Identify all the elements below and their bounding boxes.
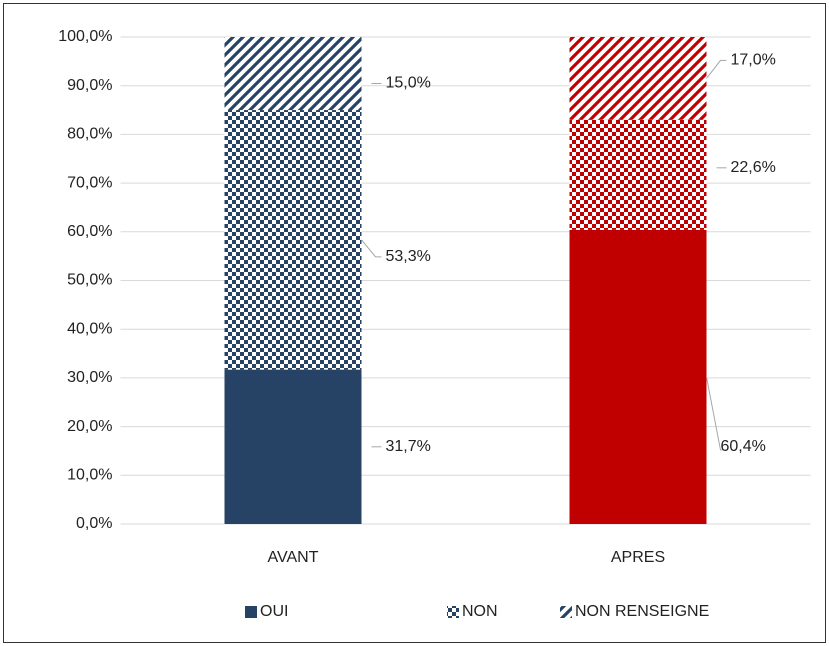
data-label: 60,4% (721, 438, 766, 455)
data-label: 17,0% (731, 52, 776, 69)
bar-segment (224, 369, 362, 524)
y-tick-label: 50,0% (67, 272, 112, 289)
y-tick-label: 80,0% (67, 126, 112, 143)
y-tick-label: 0,0% (76, 515, 112, 532)
data-label: 53,3% (386, 248, 431, 265)
legend-label: NON RENSEIGNE (575, 603, 709, 620)
data-label: 22,6% (731, 159, 776, 176)
bar-segment (224, 110, 362, 370)
y-tick-label: 10,0% (67, 467, 112, 484)
bar-segment (569, 229, 707, 525)
y-tick-label: 40,0% (67, 320, 112, 337)
bar-segment (569, 37, 707, 120)
legend-label: OUI (260, 603, 288, 620)
x-tick-label: AVANT (268, 549, 319, 566)
legend-swatch (560, 606, 572, 618)
legend-swatch (447, 606, 459, 618)
y-tick-label: 20,0% (67, 418, 112, 435)
y-tick-label: 60,0% (67, 223, 112, 240)
x-tick-label: APRES (611, 549, 665, 566)
legend-label: NON (462, 603, 498, 620)
bar-segment (569, 119, 707, 230)
leader-line (706, 376, 727, 451)
y-tick-label: 30,0% (67, 369, 112, 386)
data-label: 15,0% (386, 75, 431, 92)
y-tick-label: 90,0% (67, 77, 112, 94)
y-tick-label: 70,0% (67, 174, 112, 191)
leader-line (361, 239, 382, 258)
bar-segment (224, 37, 362, 111)
leader-line (706, 59, 727, 79)
y-tick-label: 100,0% (58, 28, 112, 45)
legend-swatch (245, 606, 257, 618)
data-label: 31,7% (386, 438, 431, 455)
